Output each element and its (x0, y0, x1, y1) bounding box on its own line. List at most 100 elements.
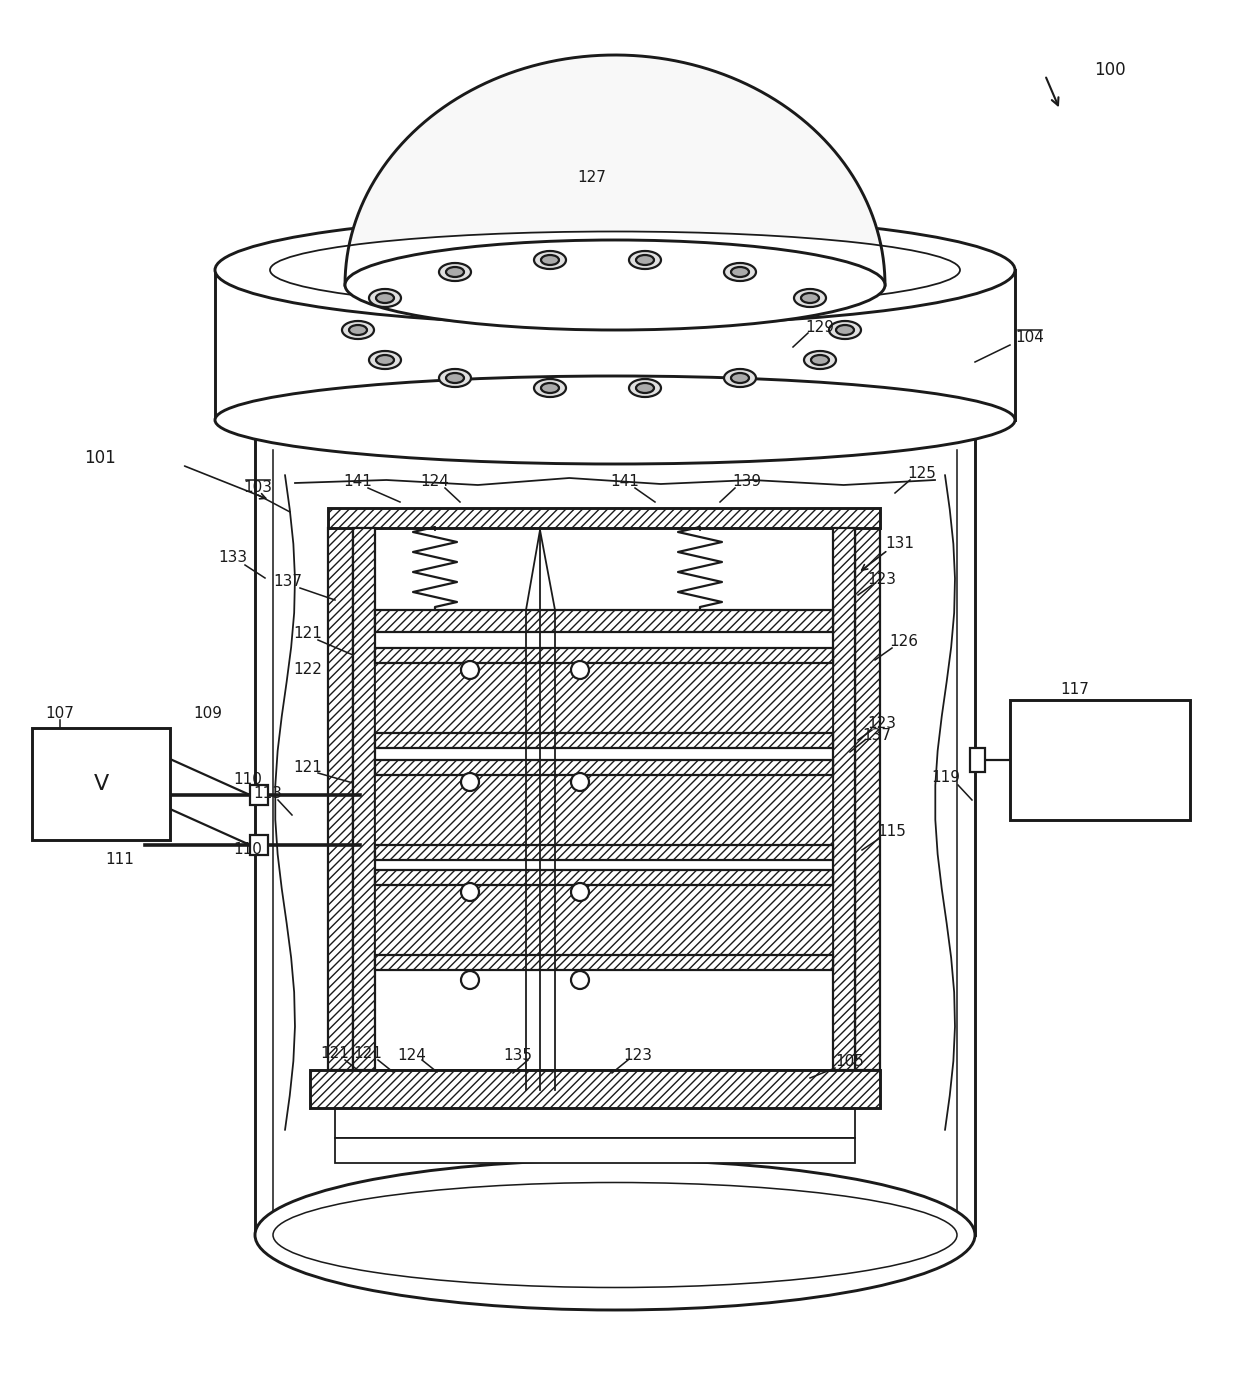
Bar (374, 845, 833, 860)
Ellipse shape (724, 262, 756, 281)
Bar (856, 528, 880, 1069)
Bar (329, 508, 880, 528)
Ellipse shape (255, 1160, 975, 1309)
Text: 133: 133 (218, 550, 248, 565)
Ellipse shape (804, 350, 836, 369)
Bar (374, 870, 833, 885)
Bar (374, 885, 833, 955)
Text: 139: 139 (733, 475, 761, 490)
Ellipse shape (534, 251, 565, 269)
Text: 123: 123 (624, 1047, 652, 1062)
Text: 113: 113 (253, 786, 283, 800)
Bar (1011, 699, 1190, 819)
Ellipse shape (541, 383, 559, 394)
Ellipse shape (215, 215, 1016, 325)
Ellipse shape (811, 355, 830, 364)
Bar (335, 1138, 856, 1163)
Ellipse shape (273, 1182, 957, 1287)
Text: 117: 117 (1060, 683, 1090, 698)
Bar (329, 528, 353, 1069)
Text: 137: 137 (863, 727, 892, 743)
Text: 141: 141 (343, 475, 372, 490)
Ellipse shape (629, 251, 661, 269)
Text: 137: 137 (274, 575, 303, 589)
Ellipse shape (439, 369, 471, 387)
Bar (374, 610, 833, 632)
Ellipse shape (215, 376, 1016, 463)
Bar (374, 955, 833, 970)
Circle shape (461, 773, 479, 792)
Ellipse shape (794, 289, 826, 307)
Text: 110: 110 (233, 772, 263, 787)
Text: 124: 124 (420, 475, 449, 490)
Text: 127: 127 (578, 169, 606, 184)
Ellipse shape (830, 321, 861, 339)
Ellipse shape (636, 255, 653, 265)
Bar (353, 1069, 856, 1094)
Text: 104: 104 (1016, 331, 1044, 345)
Circle shape (461, 884, 479, 900)
Ellipse shape (370, 289, 401, 307)
Bar (374, 733, 833, 748)
Circle shape (461, 972, 479, 988)
Ellipse shape (636, 383, 653, 394)
Circle shape (461, 660, 479, 678)
Bar (310, 1069, 880, 1108)
Text: 101: 101 (84, 450, 115, 468)
Text: 109: 109 (193, 705, 222, 720)
Text: 103: 103 (243, 480, 273, 496)
Ellipse shape (270, 232, 960, 309)
Text: 119: 119 (931, 771, 961, 786)
Circle shape (570, 972, 589, 988)
Bar (374, 775, 833, 845)
Ellipse shape (446, 373, 464, 383)
Text: 121: 121 (294, 759, 322, 775)
Text: 123: 123 (868, 716, 897, 732)
Ellipse shape (370, 350, 401, 369)
Circle shape (570, 773, 589, 792)
Text: 110: 110 (233, 843, 263, 857)
Ellipse shape (376, 355, 394, 364)
Text: 141: 141 (610, 475, 640, 490)
Text: 100: 100 (1094, 61, 1126, 80)
Text: 121: 121 (294, 625, 322, 641)
Ellipse shape (255, 392, 975, 448)
Ellipse shape (836, 325, 854, 335)
Text: 121: 121 (353, 1047, 382, 1061)
Text: 131: 131 (885, 536, 915, 551)
Ellipse shape (345, 240, 885, 329)
Text: 105: 105 (836, 1054, 864, 1069)
Text: 121: 121 (321, 1047, 350, 1061)
Ellipse shape (724, 369, 756, 387)
Text: 122: 122 (294, 663, 322, 677)
Ellipse shape (732, 267, 749, 276)
Ellipse shape (629, 378, 661, 396)
Ellipse shape (439, 262, 471, 281)
Ellipse shape (534, 378, 565, 396)
Ellipse shape (801, 293, 818, 303)
Bar (374, 663, 833, 733)
Bar (250, 785, 268, 805)
Text: 126: 126 (889, 635, 919, 649)
Bar (32, 727, 170, 840)
Bar (353, 528, 374, 1069)
Ellipse shape (342, 321, 374, 339)
Bar (250, 835, 268, 854)
Bar (374, 648, 833, 663)
Text: 111: 111 (105, 853, 134, 867)
Ellipse shape (348, 325, 367, 335)
Ellipse shape (732, 373, 749, 383)
Bar (374, 759, 833, 775)
Bar (833, 528, 856, 1069)
Text: 135: 135 (503, 1047, 532, 1062)
Text: 107: 107 (46, 705, 74, 720)
Ellipse shape (376, 293, 394, 303)
Text: 123: 123 (868, 572, 897, 588)
Text: V: V (93, 773, 109, 794)
Text: 124: 124 (398, 1047, 427, 1062)
Circle shape (570, 884, 589, 900)
Bar (374, 528, 833, 1069)
Bar (335, 1108, 856, 1138)
Text: 115: 115 (878, 825, 906, 839)
Text: 129: 129 (806, 320, 835, 335)
